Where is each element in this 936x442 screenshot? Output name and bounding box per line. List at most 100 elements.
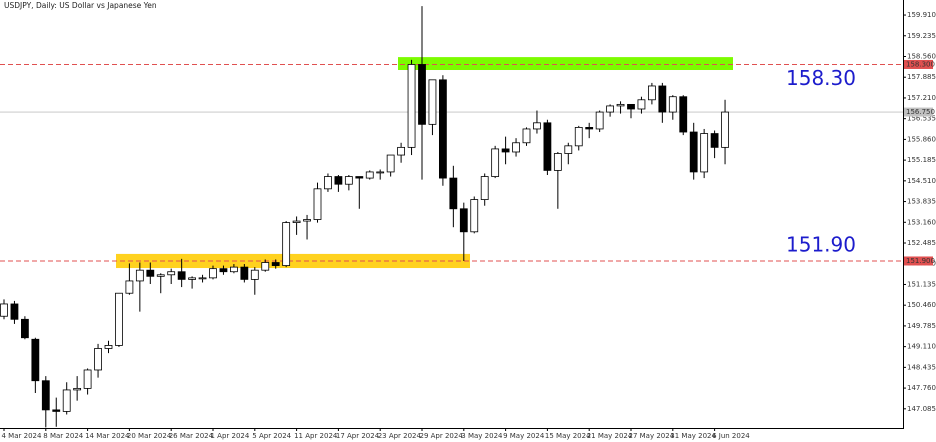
candle-body <box>689 131 698 173</box>
candle-body <box>585 127 594 130</box>
y-tick-label: 150.460 <box>907 301 936 309</box>
candle-body <box>627 103 635 110</box>
x-tick-label: 11 Apr 2024 <box>294 432 338 440</box>
candle-body <box>648 85 656 101</box>
candle-body <box>512 142 520 153</box>
candle-body <box>616 103 625 107</box>
y-tick-label: 151.135 <box>907 280 936 288</box>
y-tick-label: 159.235 <box>907 32 936 40</box>
x-tick-label: 8 Mar 2024 <box>43 432 83 440</box>
candle-body <box>292 220 301 223</box>
x-tick-label: 15 May 2024 <box>545 432 591 440</box>
y-tick-label: 159.910 <box>907 11 936 19</box>
candle-body <box>376 171 385 174</box>
candle-body <box>198 277 207 280</box>
x-tick-label: 20 Mar 2024 <box>127 432 172 440</box>
x-tick-label: 14 Mar 2024 <box>85 432 130 440</box>
y-tick-label: 154.510 <box>907 177 936 185</box>
candle-body <box>459 208 468 233</box>
candle-body <box>94 348 102 371</box>
y-tick-label: 155.860 <box>907 135 936 143</box>
candle-body <box>282 222 291 266</box>
candle-body <box>261 262 270 271</box>
candle-body <box>83 369 92 389</box>
last-price-box <box>904 107 933 117</box>
x-tick-label: 5 Apr 2024 <box>252 432 291 440</box>
candle-body <box>10 303 19 320</box>
y-tick-label: 158.560 <box>907 52 936 60</box>
candle-body <box>115 292 123 346</box>
candle-body <box>386 154 395 173</box>
candle-body <box>52 409 61 412</box>
candle-body <box>365 171 374 179</box>
candle-body <box>491 148 500 177</box>
candle-body <box>188 277 197 280</box>
y-tick-label: 153.160 <box>907 218 936 226</box>
candle-body <box>146 269 155 277</box>
candle-body <box>710 133 719 148</box>
candle-body <box>606 105 614 113</box>
candle-body <box>135 269 144 282</box>
price-annotation: 151.90 <box>786 232 856 256</box>
candle-body <box>73 387 82 391</box>
candle-body <box>553 153 562 171</box>
candle-body <box>407 64 416 148</box>
x-tick-label: 17 Apr 2024 <box>336 432 380 440</box>
candle-body <box>324 176 332 190</box>
price-annotation: 158.30 <box>786 66 856 90</box>
candle-body <box>700 133 709 173</box>
x-tick-label: 29 Apr 2024 <box>420 432 464 440</box>
candle-body <box>668 96 677 113</box>
y-tick-label: 155.185 <box>907 156 936 164</box>
x-tick-label: 23 Apr 2024 <box>378 432 422 440</box>
candle-body <box>167 271 176 276</box>
candle-body <box>470 199 479 233</box>
candle-body <box>177 271 186 280</box>
candle-body <box>428 79 437 125</box>
y-tick-label: 156.535 <box>907 115 936 123</box>
candle-body <box>564 145 573 154</box>
candle-body <box>250 269 259 280</box>
candle-body <box>637 99 646 110</box>
axis-price-box <box>904 256 933 266</box>
candle-body <box>480 176 489 200</box>
candle-body <box>0 303 8 317</box>
zone <box>398 57 733 71</box>
y-tick-label: 148.435 <box>907 363 936 371</box>
x-tick-label: 21 May 2024 <box>587 432 633 440</box>
candle-body <box>334 176 343 185</box>
candle-body <box>156 274 165 277</box>
candle-body <box>543 122 552 171</box>
candle-body <box>397 146 406 156</box>
y-tick-label: 149.785 <box>907 322 936 330</box>
y-tick-label: 149.110 <box>907 343 936 351</box>
y-tick-label: 157.210 <box>907 94 936 102</box>
x-tick-label: 26 Mar 2024 <box>169 432 214 440</box>
candle-body <box>679 96 688 133</box>
candle-body <box>449 177 458 210</box>
candle-body <box>313 188 322 220</box>
candle-body <box>41 380 50 411</box>
y-tick-label: 152.485 <box>907 239 936 247</box>
candle-body <box>31 338 40 382</box>
candle-body <box>501 148 510 153</box>
candle-body <box>355 176 364 179</box>
candle-body <box>438 79 447 179</box>
x-tick-label: 4 Mar 2024 <box>2 432 42 440</box>
candle-body <box>62 389 71 412</box>
candle-body <box>658 85 667 113</box>
candle-body <box>125 280 134 294</box>
last-price-label: 156.750 <box>906 108 935 116</box>
x-tick-label: 3 May 2024 <box>461 432 503 440</box>
x-tick-label: 27 May 2024 <box>629 432 675 440</box>
candle-body <box>533 122 541 130</box>
x-tick-label: 6 Jun 2024 <box>712 432 750 440</box>
x-tick-label: 31 May 2024 <box>670 432 716 440</box>
candle-body <box>595 111 604 130</box>
candle-body <box>522 128 531 144</box>
candle-body <box>209 268 217 279</box>
y-tick-label: 153.835 <box>907 198 936 206</box>
y-tick-label: 147.760 <box>907 384 936 392</box>
